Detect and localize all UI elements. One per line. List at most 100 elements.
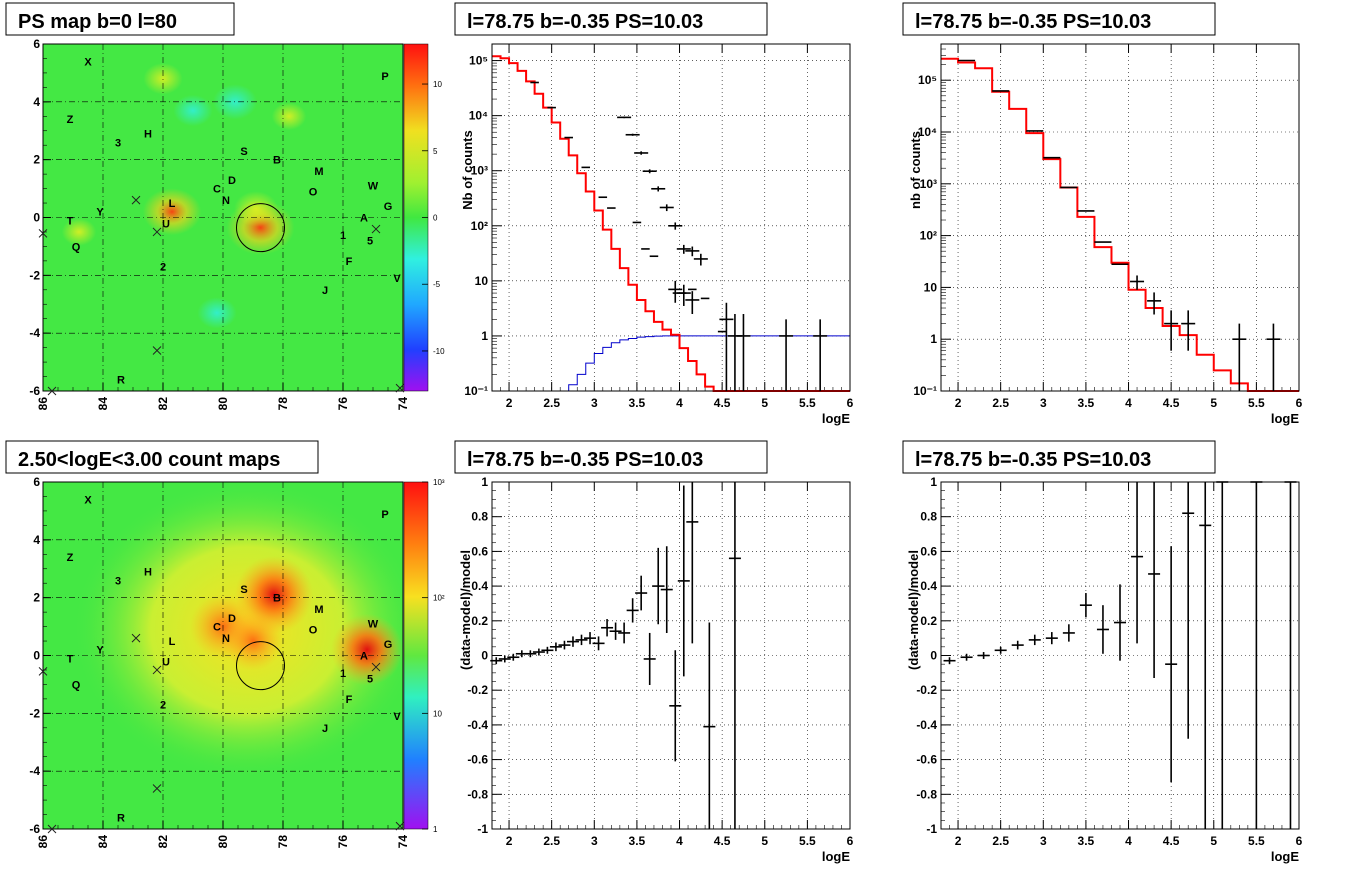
- count-map-markers: X P Z 3 H S B M W O DCN L G T Y U A 1 5 Q 2 F V J R: [38, 494, 405, 834]
- source-circle: [236, 203, 285, 253]
- ytick-label: 10⁵: [469, 54, 488, 68]
- source-label: J: [322, 723, 328, 735]
- residual-left-title-box: [454, 440, 768, 474]
- spectrum-left-xlabel: logE: [822, 411, 850, 426]
- source-label: D: [228, 175, 236, 187]
- source-label: 2: [160, 262, 166, 274]
- xtick-label: 2: [955, 834, 962, 848]
- colorbar-tick-label: 10²: [433, 594, 445, 603]
- xtick-label: 5.5: [799, 396, 816, 410]
- ytick-label: 10²: [471, 219, 488, 233]
- ytick-label: -0.8: [916, 787, 937, 801]
- xtick-label: 6: [1296, 834, 1303, 848]
- source-label: Y: [96, 645, 104, 657]
- source-label: X: [84, 494, 92, 506]
- ps-map-axes: 86 84 82 80 78 76 74 -6 -4 -2 0 2 4 6: [29, 37, 410, 410]
- source-label: U: [162, 218, 170, 230]
- xtick-label: 5.5: [799, 834, 816, 848]
- source-label: F: [346, 694, 353, 706]
- map-ytick-label: -6: [29, 384, 40, 398]
- colorbar-tick-label: 1: [433, 825, 438, 834]
- ytick-label: -0.4: [467, 718, 488, 732]
- source-label: P: [381, 509, 388, 521]
- count-map-heat: [72, 482, 403, 780]
- source-label: 5: [367, 236, 373, 248]
- source-label: 1: [340, 230, 346, 242]
- xtick-label: 4.5: [714, 396, 731, 410]
- ps-blob-7: [197, 297, 237, 329]
- map-ytick-label: 4: [33, 533, 40, 547]
- source-label: M: [314, 604, 323, 616]
- colorbar-tick-label: 5: [433, 147, 438, 156]
- source-label: C: [213, 184, 221, 196]
- source-label: A: [360, 213, 368, 225]
- source-label: C: [213, 622, 221, 634]
- xtick-label: 2.5: [543, 834, 560, 848]
- source-label: T: [67, 653, 74, 665]
- residual-right-title-box: [902, 440, 1216, 474]
- map-ytick-label: 0: [33, 649, 40, 663]
- source-cross: [152, 227, 162, 237]
- ps-map-panel: PS map b=0 l=80 86 84 82 80 78 76 74 -6 -4 -2 0 2 4 6…: [5, 2, 445, 410]
- xtick-label: 2.5: [992, 834, 1009, 848]
- source-label: R: [117, 374, 125, 386]
- count-map-panel: 2.50<logE<3.00 count maps 86 84 82 80 78 76 74…: [5, 440, 445, 849]
- xtick-label: 4.5: [1163, 834, 1180, 848]
- spectrum-right-xlabel: logE: [1271, 411, 1299, 426]
- ytick-label: 1: [930, 332, 937, 346]
- source-circle: [236, 641, 285, 691]
- ytick-label: 0.8: [920, 510, 937, 524]
- source-label: X: [84, 56, 92, 68]
- spectrum-left-panel: l=78.75 b=-0.35 PS=10.03 Nb of counts lo…: [454, 2, 854, 426]
- map-xtick-label: 76: [336, 397, 350, 411]
- source-label: G: [384, 639, 393, 651]
- source-cross: [131, 633, 141, 643]
- ytick-label: -0.6: [916, 753, 937, 767]
- source-cross: [371, 224, 381, 234]
- xtick-label: 2: [955, 396, 962, 410]
- ytick-label: 10⁵: [918, 73, 937, 87]
- ytick-label: 0.4: [920, 579, 937, 593]
- source-cross: [38, 229, 48, 238]
- xtick-label: 5.5: [1248, 834, 1265, 848]
- xtick-label: 4.5: [1163, 396, 1180, 410]
- map-xtick-label: 86: [36, 835, 50, 849]
- colorbar-tick-label: -5: [433, 280, 441, 289]
- map-xtick-label: 84: [96, 835, 110, 849]
- residual-left-panel: l=78.75 b=-0.35 PS=10.03 (data-model)/mo…: [454, 440, 854, 864]
- colorbar-tick-label: -10: [433, 347, 445, 356]
- map-xtick-label: 82: [156, 835, 170, 849]
- source-label: V: [393, 711, 401, 723]
- ytick-label: 10³: [920, 177, 937, 191]
- map-xtick-label: 74: [396, 835, 410, 849]
- ytick-label: 0.6: [471, 544, 488, 558]
- source-label: Q: [72, 241, 81, 253]
- source-cross: [131, 195, 141, 205]
- residual-right-ylabel: (data-model)/model: [906, 550, 921, 670]
- colorbar-tick-label: 10: [433, 709, 442, 718]
- source-label: 1: [340, 668, 346, 680]
- source-label: 3: [115, 137, 121, 149]
- source-label: R: [117, 812, 125, 824]
- source-label: D: [228, 613, 236, 625]
- ytick-label: -0.2: [467, 683, 488, 697]
- source-cross: [395, 821, 405, 831]
- xtick-label: 5: [1210, 396, 1217, 410]
- ytick-label: 1: [481, 329, 488, 343]
- source-label: O: [309, 186, 318, 198]
- xtick-label: 6: [847, 834, 854, 848]
- xtick-label: 3: [1040, 396, 1047, 410]
- source-label: T: [67, 215, 74, 227]
- ytick-label: 10: [475, 274, 489, 288]
- ytick-label: 1: [481, 475, 488, 489]
- source-label: 2: [160, 700, 166, 712]
- ps-map-heat: [61, 63, 307, 329]
- ytick-label: -0.2: [916, 683, 937, 697]
- count-map-grid: [43, 482, 403, 829]
- ytick-label: 1: [930, 475, 937, 489]
- source-label: H: [144, 129, 152, 141]
- source-label: B: [273, 593, 281, 605]
- source-label: N: [222, 633, 230, 645]
- source-cross: [395, 383, 405, 393]
